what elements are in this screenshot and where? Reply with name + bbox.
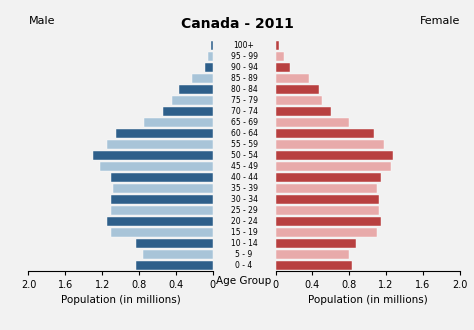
Bar <box>143 249 213 259</box>
X-axis label: Population (in millions): Population (in millions) <box>61 295 181 305</box>
Bar <box>111 228 213 237</box>
Bar <box>275 140 384 148</box>
Bar <box>113 183 213 193</box>
Bar <box>275 183 377 193</box>
Text: 85 - 89: 85 - 89 <box>231 74 257 82</box>
Text: 95 - 99: 95 - 99 <box>231 51 257 61</box>
Bar <box>205 63 213 72</box>
Bar <box>275 162 391 171</box>
Bar <box>107 216 213 226</box>
Bar <box>275 173 382 182</box>
Bar <box>136 239 213 248</box>
Text: 65 - 69: 65 - 69 <box>231 117 257 127</box>
Text: Female: Female <box>419 16 460 26</box>
Text: 75 - 79: 75 - 79 <box>231 96 257 105</box>
Bar <box>100 162 213 171</box>
Text: 20 - 24: 20 - 24 <box>231 216 257 226</box>
Text: 80 - 84: 80 - 84 <box>231 84 257 94</box>
Bar <box>275 117 349 127</box>
Bar <box>116 129 213 138</box>
Text: 25 - 29: 25 - 29 <box>231 206 257 214</box>
Bar <box>163 107 213 116</box>
Bar <box>275 107 331 116</box>
Bar <box>275 206 379 214</box>
Text: 90 - 94: 90 - 94 <box>231 63 257 72</box>
Bar <box>172 96 213 105</box>
Bar <box>179 84 213 94</box>
Bar <box>275 239 356 248</box>
Bar <box>275 51 284 61</box>
Bar <box>275 63 290 72</box>
Bar <box>275 129 374 138</box>
Text: 15 - 19: 15 - 19 <box>231 228 257 237</box>
Bar <box>275 41 279 49</box>
Bar <box>275 96 321 105</box>
X-axis label: Age Group: Age Group <box>217 276 272 286</box>
Bar <box>211 41 213 49</box>
Text: 35 - 39: 35 - 39 <box>231 183 257 193</box>
Text: Canada - 2011: Canada - 2011 <box>181 16 293 30</box>
Bar <box>275 84 319 94</box>
Bar <box>107 140 213 148</box>
X-axis label: Population (in millions): Population (in millions) <box>308 295 428 305</box>
Bar <box>93 150 213 160</box>
Bar <box>275 74 309 82</box>
Text: 40 - 44: 40 - 44 <box>231 173 257 182</box>
Text: 0 - 4: 0 - 4 <box>236 261 253 270</box>
Bar <box>111 173 213 182</box>
Bar <box>275 150 393 160</box>
Text: 100+: 100+ <box>234 41 255 49</box>
Text: 30 - 34: 30 - 34 <box>231 195 257 204</box>
Bar <box>275 249 349 259</box>
Bar <box>111 206 213 214</box>
Text: 60 - 64: 60 - 64 <box>231 129 257 138</box>
Bar <box>192 74 213 82</box>
Text: 50 - 54: 50 - 54 <box>231 150 257 160</box>
Bar <box>136 261 213 270</box>
Text: 70 - 74: 70 - 74 <box>231 107 257 116</box>
Bar <box>111 195 213 204</box>
Bar <box>275 228 377 237</box>
Text: 55 - 59: 55 - 59 <box>231 140 257 148</box>
Text: Male: Male <box>28 16 55 26</box>
Bar <box>144 117 213 127</box>
Text: 10 - 14: 10 - 14 <box>231 239 257 248</box>
Bar <box>275 195 379 204</box>
Bar <box>275 216 382 226</box>
Text: 5 - 9: 5 - 9 <box>236 249 253 259</box>
Text: 45 - 49: 45 - 49 <box>231 162 257 171</box>
Bar <box>275 261 352 270</box>
Bar <box>208 51 213 61</box>
